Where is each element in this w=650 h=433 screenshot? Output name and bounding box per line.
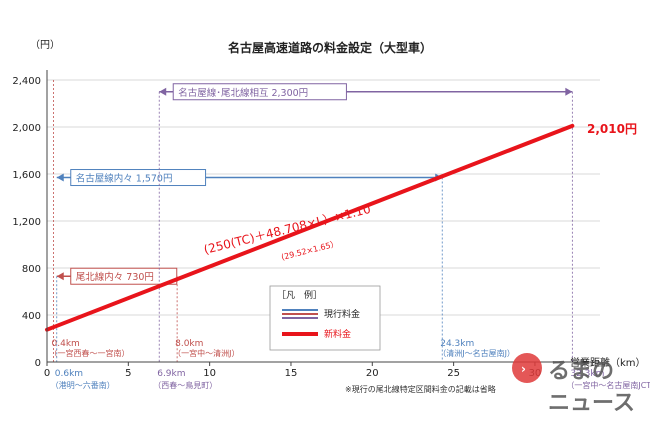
y-tick-label: 0 <box>35 358 41 369</box>
distance-marker-section: （西春～鳥見町） <box>153 380 217 390</box>
new-fare-line <box>45 123 575 332</box>
brand-mark-glyph: › <box>521 362 526 376</box>
distance-marker-section: （清洲J～名古屋南J） <box>438 348 515 358</box>
y-unit-label: （円） <box>30 39 60 51</box>
x-unit-label: 営業距離（km） <box>570 356 646 369</box>
legend-new-label: 新料金 <box>324 328 351 340</box>
y-tick-label: 1,200 <box>12 217 41 228</box>
distance-marker-label: 0.6km <box>55 369 83 379</box>
x-tick-label: 0 <box>44 368 50 379</box>
x-tick-label: 10 <box>203 368 216 379</box>
distance-marker-section: （一宮中～清洲J） <box>173 348 239 358</box>
distance-marker-section: （一宮西春～一宮南） <box>50 348 130 358</box>
x-tick-label: 5 <box>125 368 131 379</box>
brand-mark <box>512 353 542 383</box>
arrow-head-left <box>56 173 64 182</box>
legend-current-label: 現行料金 <box>324 308 360 320</box>
distance-marker-section: （一宮中～名古屋南JCT） <box>566 380 650 390</box>
current-fare-label: 名古屋線･尾北線相互 2,300円 <box>178 87 308 99</box>
x-tick-label: 25 <box>447 368 460 379</box>
current-fare-label: 尾北線内々 730円 <box>76 271 154 283</box>
legend: ［凡 例］ 現行料金 新料金 <box>269 285 381 351</box>
current-fare-label: 名古屋線内々 1,570円 <box>76 173 173 185</box>
y-tick-label: 1,600 <box>12 170 41 181</box>
y-tick-label: 2,000 <box>12 123 41 134</box>
chart-title: 名古屋高速道路の料金設定（大型車） <box>228 40 432 55</box>
current-fare-label-box <box>172 83 347 101</box>
distance-marker-section: （港明～六番南） <box>51 380 115 390</box>
distance-marker-label: 8.0km <box>175 339 203 349</box>
arrow-head-left <box>56 272 64 281</box>
end-value-label: 2,010円 <box>587 122 637 136</box>
brand-logo: › るまの ニュース <box>512 353 635 416</box>
fare-formula-note: (29.52×1.65） <box>280 239 339 262</box>
distance-marker-layer: 0.4km（一宮西春～一宮南） 0.6km（港明～六番南） 6.9km（西春～鳥見町… <box>50 80 650 390</box>
current-fare-label-box <box>70 169 207 187</box>
x-tick-label: 20 <box>366 368 379 379</box>
legend-title: ［凡 例］ <box>277 289 322 301</box>
brand-name-line1: るまの <box>548 359 614 384</box>
distance-marker-label: 6.9km <box>157 369 185 379</box>
y-tick-label: 800 <box>22 264 41 275</box>
distance-marker-label: 32.3km <box>570 369 604 379</box>
y-tick-label: 400 <box>22 311 41 322</box>
new-fare-line-layer <box>45 123 575 332</box>
arrow-head-right <box>565 87 573 96</box>
current-fare-layer: 尾北線内々 730円 名古屋線内々 1,570円 名古屋線･尾北線相互 2,300円 <box>56 83 573 285</box>
arrow-head-left <box>159 87 167 96</box>
distance-marker-label: 0.4km <box>52 339 80 349</box>
footnote: ※現行の尾北線特定区間料金の記載は省略 <box>345 384 496 394</box>
y-tick-label: 2,400 <box>12 76 41 87</box>
distance-marker-label: 24.3km <box>440 339 474 349</box>
brand-name-line2: ニュース <box>548 391 635 416</box>
fare-formula: (250(TC)＋48.708×L）×1.10 <box>202 202 372 257</box>
x-tick-label: 15 <box>285 368 298 379</box>
